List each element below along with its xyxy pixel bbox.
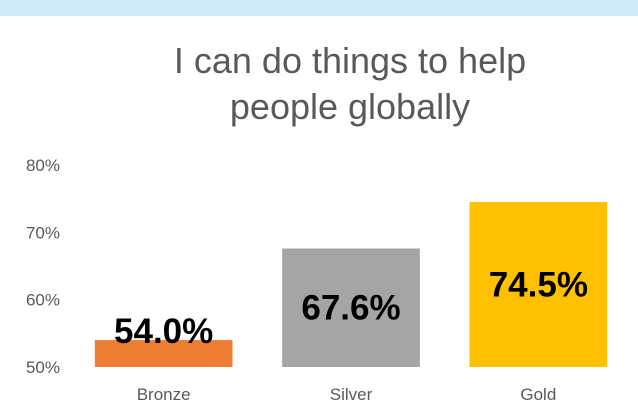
x-category-label: Bronze: [137, 385, 191, 404]
x-category-label: Gold: [520, 385, 556, 404]
x-category-label: Silver: [330, 385, 373, 404]
chart-title-line-2: people globally: [229, 86, 471, 127]
bar-gold: [469, 202, 608, 367]
data-label: 67.6%: [301, 289, 400, 328]
data-label: 74.5%: [489, 266, 588, 305]
top-accent-strip: [0, 0, 638, 16]
bar-bronze: [94, 340, 233, 367]
chart-title: I can do things to help people globally: [40, 38, 638, 130]
y-tick-label: 60%: [26, 291, 60, 310]
chart-title-line-1: I can do things to help: [173, 40, 527, 81]
y-tick-label: 50%: [26, 358, 60, 377]
y-tick-label: 70%: [26, 223, 60, 242]
bar-silver: [282, 248, 420, 367]
data-label: 54.0%: [114, 312, 213, 351]
y-tick-label: 80%: [26, 156, 60, 175]
